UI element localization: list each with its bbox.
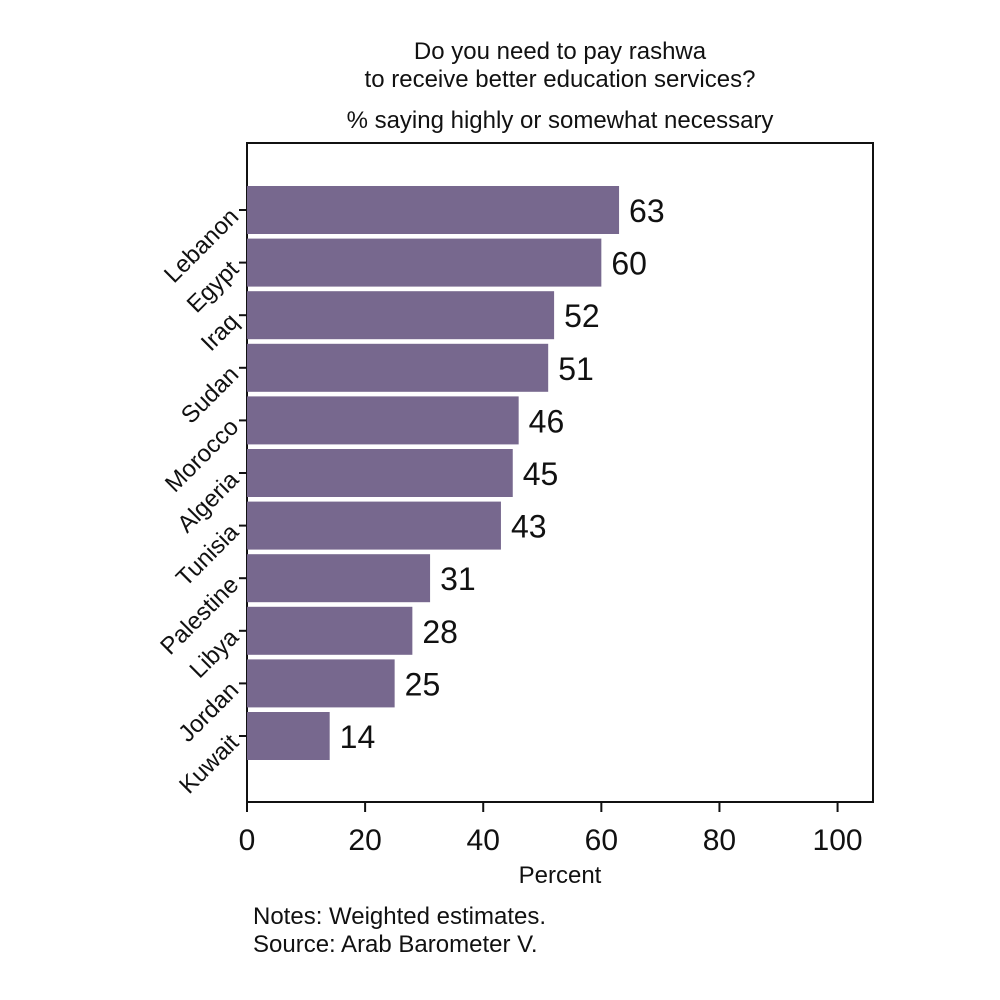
chart-title-line-1: Do you need to pay rashwa: [413, 38, 707, 65]
source-line: Source: Arab Barometer V.: [253, 931, 538, 958]
category-label: Jordan: [173, 677, 244, 748]
notes-line: Notes: Weighted estimates.: [253, 903, 547, 930]
x-axis-title: Percent: [519, 862, 602, 889]
x-tick-label: 0: [239, 824, 256, 857]
bar-value-label: 52: [564, 298, 600, 334]
bar: [247, 396, 519, 445]
bar-value-label: 28: [422, 614, 458, 650]
bar: [247, 238, 602, 287]
y-axis: LebanonEgyptIraqSudanMoroccoAlgeriaTunis…: [155, 203, 247, 799]
bar: [247, 186, 620, 234]
notes: Notes: Weighted estimates. Source: Arab …: [253, 903, 546, 959]
x-tick-label: 80: [703, 824, 736, 857]
bar: [247, 554, 431, 603]
chart-title-line-2: to receive better education services?: [364, 66, 756, 93]
bar: [247, 291, 555, 340]
bar-value-label: 60: [611, 246, 647, 282]
x-tick-label: 100: [813, 824, 863, 857]
bar-value-label: 43: [511, 509, 547, 545]
bar-value-label: 25: [405, 666, 441, 702]
bar: [247, 606, 413, 655]
bar-value-label: 51: [558, 351, 594, 387]
bar: [247, 449, 513, 497]
bar-value-label: 46: [529, 403, 565, 439]
category-label: Sudan: [176, 361, 244, 429]
x-tick-label: 20: [348, 824, 381, 857]
bar: [247, 343, 549, 392]
x-tick-label: 60: [585, 824, 618, 857]
bar: [247, 712, 330, 760]
bar-series: 63 60 52 51 46 45 43 31 28 25 14: [247, 186, 665, 760]
x-tick-label: 40: [467, 824, 500, 857]
bar: [247, 659, 395, 708]
bar-value-label: 45: [523, 456, 559, 492]
bar-value-label: 31: [440, 561, 476, 597]
bar: [247, 501, 501, 550]
x-axis: 0 20 40 60 80 100: [239, 802, 863, 857]
bar-value-label: 14: [340, 719, 376, 755]
chart-subtitle: % saying highly or somewhat necessary: [346, 107, 774, 134]
bar-value-label: 63: [629, 193, 665, 229]
